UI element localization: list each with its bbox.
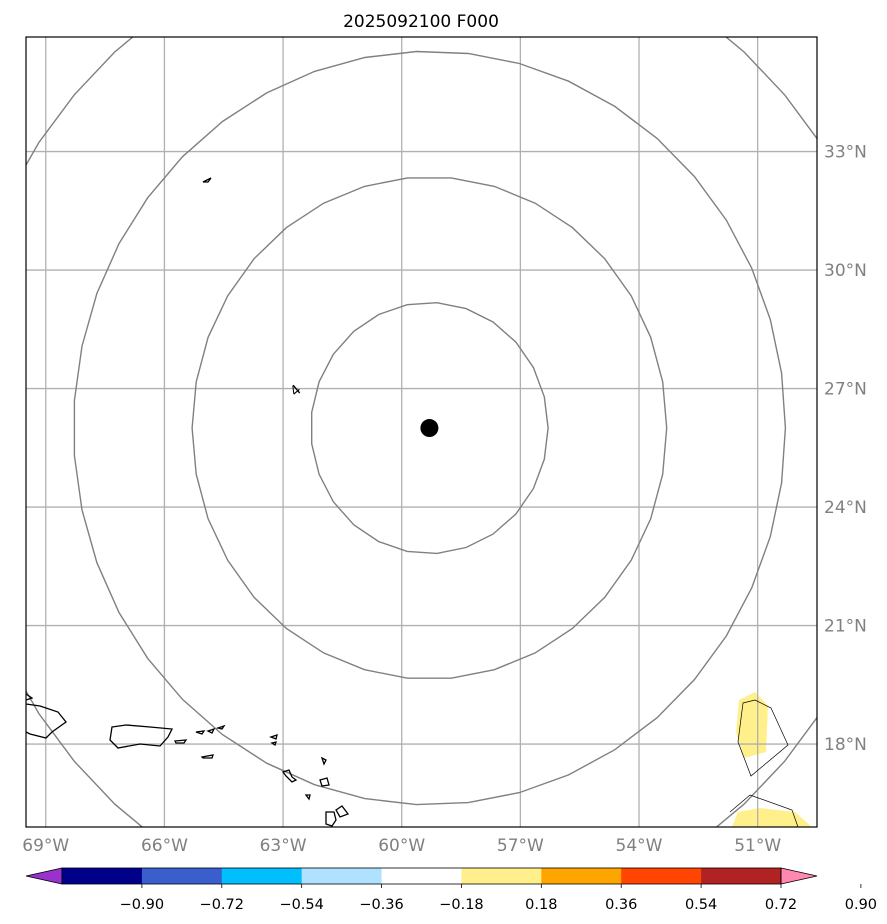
island-outline — [195, 730, 206, 735]
island-outline — [320, 756, 327, 766]
colorbar-segment — [301, 868, 382, 884]
colorbar-tick-label: 0.72 — [765, 897, 797, 913]
colorbar-segment — [141, 868, 223, 884]
island-outline — [26, 693, 34, 701]
longitude-label: 57°W — [497, 836, 544, 856]
colorbar-segment — [541, 868, 622, 884]
longitude-label: 51°W — [734, 836, 781, 856]
latitude-label: 33°N — [824, 143, 867, 163]
island-outline — [281, 769, 298, 783]
island-outline — [202, 177, 212, 183]
colorbar-frame — [61, 867, 782, 885]
colorbar-extend-low — [25, 867, 63, 885]
colorbar-tick-label: −0.72 — [200, 897, 244, 913]
colorbar-tick-label: −0.36 — [359, 897, 403, 913]
colorbar-tick-label: −0.90 — [120, 897, 164, 913]
latitude-label: 30°N — [824, 261, 867, 281]
colorbar-segment — [701, 868, 782, 884]
longitude-label: 63°W — [260, 836, 307, 856]
colorbar-tick-label: 0.90 — [845, 897, 877, 913]
island-outline — [319, 777, 330, 787]
colorbar-tick-label: −0.54 — [279, 897, 323, 913]
latitude-label: 21°N — [824, 617, 867, 637]
map-frame — [25, 36, 818, 828]
map-title: 2025092100 F000 — [343, 12, 499, 32]
latitude-label: 18°N — [824, 735, 867, 755]
colorbar: −0.90 −0.72 −0.54 −0.36 −0.18 0.18 0.36 0.54 0.7… — [25, 867, 877, 913]
colorbar-tick-label: −0.18 — [439, 897, 483, 913]
longitude-label: 54°W — [616, 836, 663, 856]
coastlines — [26, 177, 799, 827]
island-outline — [109, 724, 174, 749]
longitude-label: 69°W — [22, 836, 69, 856]
longitude-labels: 69°W 66°W 63°W 60°W 57°W 54°W 51°W — [22, 836, 781, 856]
colorbar-segment — [621, 868, 702, 884]
island-outline — [737, 699, 789, 777]
island-outline — [335, 805, 350, 818]
latitude-label: 24°N — [824, 498, 867, 518]
island-outline — [173, 739, 188, 744]
island-outline — [270, 741, 277, 747]
island-outline — [304, 794, 311, 801]
range-ring — [191, 177, 668, 679]
colorbar-extend-high — [780, 867, 818, 885]
island-outline — [200, 754, 214, 759]
field-shading — [732, 692, 812, 827]
longitude-label: 66°W — [141, 836, 188, 856]
colorbar-tick-label: 0.54 — [685, 897, 717, 913]
colorbar-tick-label: 0.36 — [605, 897, 637, 913]
colorbar-segment — [381, 868, 462, 884]
island-outline — [215, 724, 226, 730]
colorbar-segment — [62, 868, 143, 884]
island-outline — [729, 794, 799, 827]
gridlines — [26, 37, 817, 827]
island-outline — [269, 734, 278, 740]
range-ring — [73, 50, 787, 806]
colorbar-tick-label: 0.18 — [525, 897, 557, 913]
longitude-label: 60°W — [378, 836, 425, 856]
shaded-patch-southeast — [732, 808, 812, 827]
colorbar-segment — [461, 868, 542, 884]
range-ring — [311, 301, 549, 555]
island-outline — [325, 811, 337, 827]
latitude-label: 27°N — [824, 380, 867, 400]
island-outline — [206, 727, 216, 734]
storm-center-marker — [420, 419, 439, 438]
island-outline — [26, 703, 67, 739]
shaded-patch-east — [736, 692, 768, 758]
colorbar-segment — [221, 868, 303, 884]
latitude-labels: 18°N 21°N 24°N 27°N 30°N 33°N — [824, 143, 867, 755]
